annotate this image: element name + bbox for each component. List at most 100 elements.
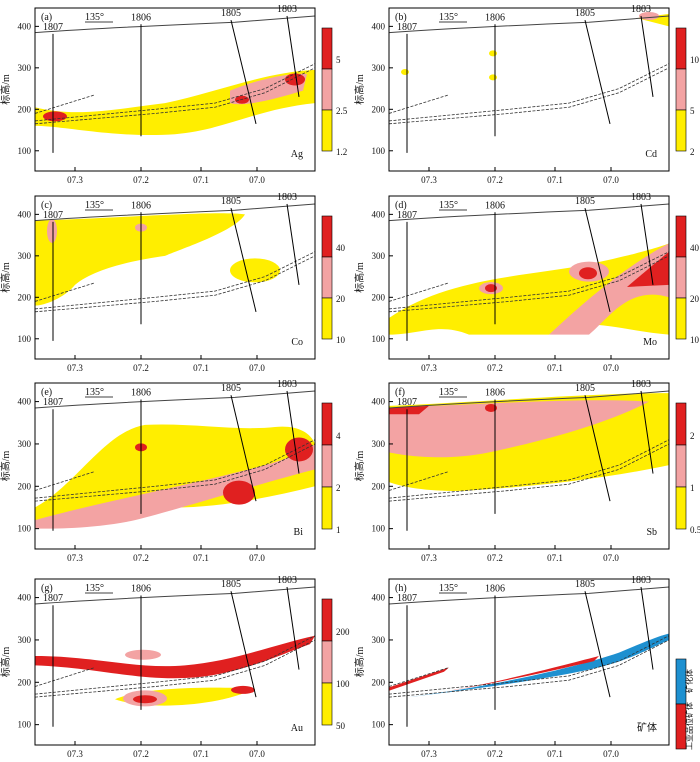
dashed-boundary-left [35, 471, 96, 491]
x-tick-label: 07.0 [603, 553, 619, 563]
drillhole-label-1807: 1807 [43, 22, 63, 33]
azimuth-label: 135° [439, 200, 458, 211]
y-axis-label: 标高/m [353, 451, 366, 482]
anomaly-zone-3 [285, 437, 313, 462]
panel-frame [34, 195, 316, 360]
panel-frame [388, 382, 670, 550]
drillhole-line-1805 [584, 20, 611, 124]
y-axis-label: 标高/m [0, 262, 12, 293]
ground-surface-line [35, 586, 315, 605]
y-tick-label: 300 [18, 63, 32, 73]
y-tick-label: 100 [18, 334, 32, 344]
y-tick-label: 200 [372, 677, 386, 687]
drillhole-label-1805: 1805 [575, 579, 595, 590]
x-tick-label: 07.1 [547, 553, 563, 563]
anomaly-zone-3 [579, 267, 597, 280]
x-tick-label: 07.3 [67, 553, 83, 563]
y-tick-label: 300 [18, 439, 32, 449]
legend-value: 2 [336, 483, 341, 493]
legend-swatch-high [321, 598, 333, 642]
dashed-boundary-1 [389, 439, 669, 499]
panel-b: 1807 1806 1805 1803 (b) 135° Cd 100 200 300 400 标高/… [353, 4, 700, 185]
x-tick-label: 07.1 [547, 175, 563, 185]
panel-letter: (e) [41, 387, 52, 398]
legend-swatch-high [321, 215, 333, 258]
panel-letter: (h) [395, 583, 407, 594]
y-tick-label: 200 [372, 104, 386, 114]
y-tick-label: 200 [372, 292, 386, 302]
anomaly-zone-1 [35, 443, 315, 529]
legend-swatch-mid [321, 444, 333, 488]
y-tick-label: 400 [18, 397, 32, 407]
panel-frame [388, 195, 670, 360]
drillhole-line-1803 [286, 15, 300, 97]
drillhole-line-1805 [230, 395, 257, 502]
dashed-boundary-left [389, 471, 450, 491]
drillhole-line-1803 [640, 586, 654, 670]
panel-fill-d [389, 203, 669, 341]
legend-value: 2 [690, 147, 695, 157]
drillhole-label-1807: 1807 [43, 210, 63, 221]
legend-label-ore: 工业品位矿体 [684, 702, 694, 750]
legend-swatch-low [321, 109, 333, 152]
x-tick-label: 07.3 [67, 749, 83, 759]
x-tick-label: 07.1 [547, 363, 563, 373]
drillhole-label-1807: 1807 [43, 397, 63, 408]
anomaly-zone-1 [549, 243, 669, 335]
anomaly-zone-1 [230, 258, 280, 283]
y-tick-label: 100 [372, 146, 386, 156]
panel-fill-c [35, 203, 315, 341]
x-tick-label: 07.2 [133, 175, 149, 185]
legend: 4 2 1 [321, 402, 341, 535]
x-tick-label: 07.3 [421, 553, 437, 563]
panel-d: 1807 1806 1805 1803 (d) 135° Mo 100 200 300 400 标高/… [353, 192, 700, 373]
dashed-boundary-1 [35, 439, 315, 499]
dashed-boundary-1 [389, 635, 669, 695]
legend-swatch-low [321, 486, 333, 530]
legend-value: 1 [690, 483, 695, 493]
anomaly-zone-2 [285, 73, 305, 86]
drillhole-line-1803 [286, 203, 300, 285]
legend-value: 40 [690, 243, 700, 253]
drillhole-label-1803: 1803 [631, 192, 651, 203]
legend-value: 10 [690, 335, 700, 345]
legend-swatch-low [321, 297, 333, 340]
y-tick-label: 300 [372, 439, 386, 449]
dashed-boundary-1 [389, 63, 669, 122]
dashed-boundary-1 [389, 251, 669, 310]
ground-surface-line [35, 15, 315, 34]
drillhole-line-1803 [640, 15, 654, 97]
legend-value: 10 [690, 55, 700, 65]
drillhole-label-1803: 1803 [277, 575, 297, 586]
drillhole-line-1805 [584, 591, 611, 698]
panel-letter: (g) [41, 583, 53, 594]
x-tick-label: 07.2 [133, 749, 149, 759]
drillhole-label-1806: 1806 [131, 387, 151, 398]
anomaly-zone-2 [223, 480, 255, 505]
element-label: Bi [294, 527, 304, 538]
panel-fill-h [389, 586, 669, 727]
legend-value: 40 [336, 243, 346, 253]
legend-value: 5 [336, 55, 341, 65]
drillhole-label-1803: 1803 [631, 379, 651, 390]
panel-frame [34, 578, 316, 746]
azimuth-label: 135° [85, 583, 104, 594]
legend-swatch-mid [675, 68, 687, 111]
element-label: Co [291, 337, 303, 348]
legend-value: 100 [336, 679, 350, 689]
anomaly-zone-0 [409, 633, 669, 698]
y-tick-label: 300 [18, 635, 32, 645]
drillhole-line-1803 [640, 203, 654, 285]
y-tick-label: 400 [372, 593, 386, 603]
y-tick-label: 100 [372, 524, 386, 534]
panel-h: 1807 1806 1805 1803 (h) 135° 矿体 100 200 300 400 标高/… [353, 575, 694, 759]
panel-fill-g [35, 586, 315, 727]
azimuth-label: 135° [439, 12, 458, 23]
drillhole-label-1805: 1805 [575, 196, 595, 207]
anomaly-zone-3 [489, 50, 497, 57]
ground-surface-line [35, 203, 315, 222]
anomaly-zone-2 [389, 405, 429, 415]
drillhole-label-1805: 1805 [221, 8, 241, 19]
y-tick-label: 400 [372, 209, 386, 219]
dashed-boundary-0 [35, 255, 315, 313]
